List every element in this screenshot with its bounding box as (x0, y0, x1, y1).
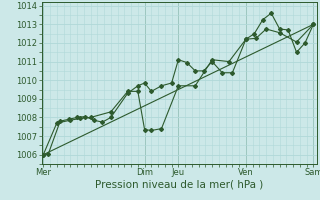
X-axis label: Pression niveau de la mer( hPa ): Pression niveau de la mer( hPa ) (95, 180, 263, 190)
